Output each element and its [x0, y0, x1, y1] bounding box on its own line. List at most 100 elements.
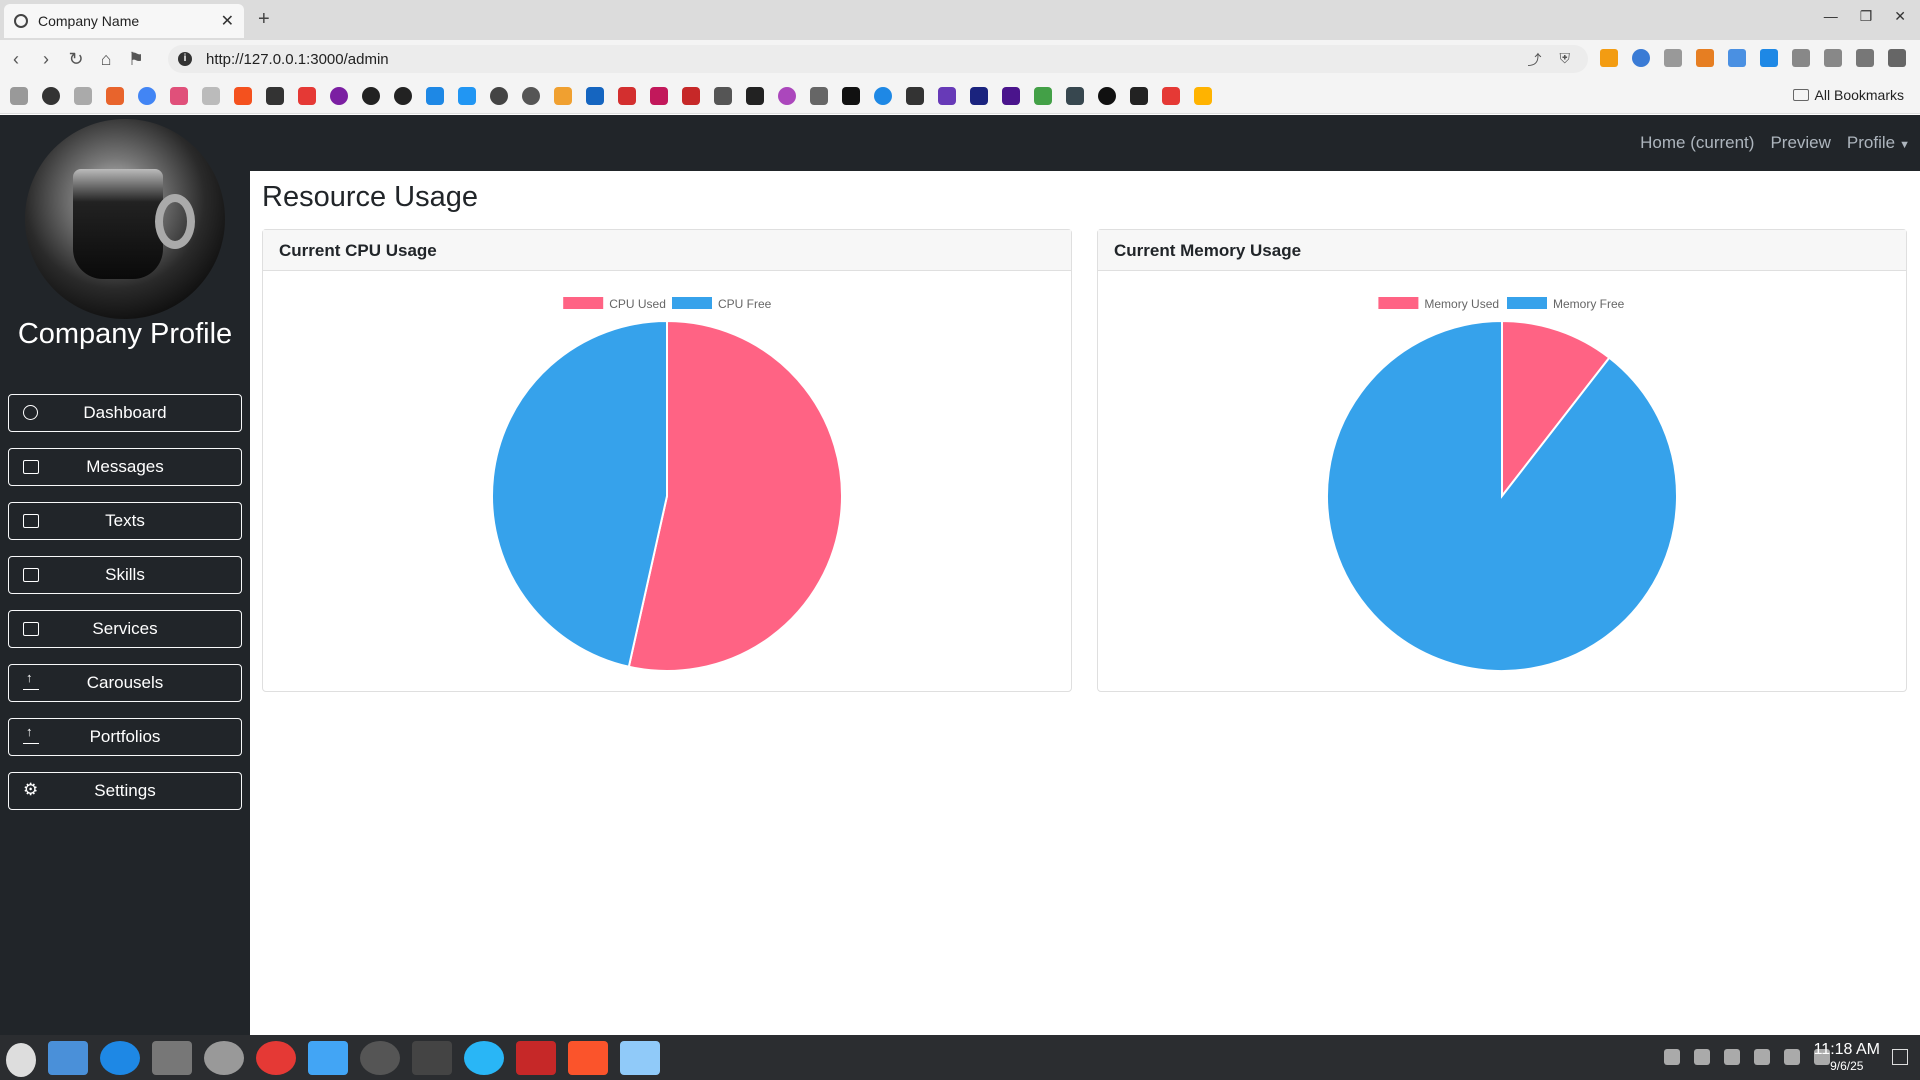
legend-label[interactable]: Memory Used — [1424, 297, 1499, 311]
nav-home-link[interactable]: Home (current) — [1640, 133, 1755, 152]
menu-icon[interactable] — [1888, 49, 1906, 67]
legend-label[interactable]: CPU Used — [609, 297, 666, 311]
keyboard-icon[interactable] — [1724, 1049, 1740, 1065]
bookmark-icon[interactable] — [1002, 87, 1020, 105]
bookmark-icon[interactable] — [522, 87, 540, 105]
app-icon[interactable] — [204, 1041, 244, 1075]
bookmark-icon[interactable]: ⚑ — [127, 48, 145, 69]
notifications-icon[interactable] — [1664, 1049, 1680, 1065]
sidebar-item-texts[interactable]: Texts — [8, 502, 242, 540]
terminal-icon[interactable] — [412, 1041, 452, 1075]
forward-icon[interactable]: › — [43, 48, 49, 69]
start-menu-icon[interactable] — [6, 1043, 36, 1077]
brave-icon[interactable] — [568, 1041, 608, 1075]
sidebar-item-skills[interactable]: Skills — [8, 556, 242, 594]
sidebar-toggle-icon[interactable] — [1856, 49, 1874, 67]
chevron-up-icon[interactable] — [1814, 1049, 1830, 1065]
bookmark-icon[interactable] — [746, 87, 764, 105]
pie-slice-cpu-free[interactable] — [491, 319, 668, 668]
brave-shield-icon[interactable]: ⛨ — [1559, 50, 1571, 66]
sidebar-item-dashboard[interactable]: Dashboard — [8, 394, 242, 432]
pie-slice-cpu-used[interactable] — [627, 319, 843, 672]
bookmark-icon[interactable] — [618, 87, 636, 105]
legend-label[interactable]: CPU Free — [718, 297, 772, 311]
pie-slice-memory-used[interactable] — [1501, 319, 1611, 499]
vk-extension-icon[interactable] — [1760, 49, 1778, 67]
bookmark-icon[interactable] — [778, 87, 796, 105]
browser-tab[interactable]: Company Name ✕ — [4, 4, 244, 38]
obs-icon[interactable] — [360, 1041, 400, 1075]
minimize-icon[interactable]: — — [1823, 8, 1838, 24]
bookmark-icon[interactable] — [1130, 87, 1148, 105]
site-info-icon[interactable]: i — [178, 52, 192, 66]
bookmark-icon[interactable] — [1162, 87, 1180, 105]
address-bar[interactable]: i http://127.0.0.1:3000/admin — [168, 45, 1588, 73]
github-icon[interactable] — [362, 87, 380, 105]
debian-icon[interactable] — [256, 1041, 296, 1075]
bookmark-icon[interactable] — [330, 87, 348, 105]
translate-extension-icon[interactable] — [1728, 49, 1746, 67]
sidebar-item-services[interactable]: Services — [8, 610, 242, 648]
maximize-icon[interactable]: ❐ — [1859, 8, 1873, 24]
sidebar-item-portfolios[interactable]: Portfolios — [8, 718, 242, 756]
volume-icon[interactable] — [1754, 1049, 1770, 1065]
bookmark-icon[interactable] — [586, 87, 604, 105]
bookmark-icon[interactable] — [266, 87, 284, 105]
openai-icon[interactable] — [490, 87, 508, 105]
bookmark-icon[interactable] — [234, 87, 252, 105]
bookmark-icon[interactable] — [682, 87, 700, 105]
apps-icon[interactable] — [10, 87, 28, 105]
bookmark-icon[interactable] — [426, 87, 444, 105]
sidebar-item-settings[interactable]: ⚙ Settings — [8, 772, 242, 810]
bookmark-icon[interactable] — [810, 87, 828, 105]
bookmark-icon[interactable] — [554, 87, 572, 105]
bookmark-icon[interactable] — [714, 87, 732, 105]
app-icon[interactable] — [464, 1041, 504, 1075]
clock[interactable]: 11:18 AM 9/6/25 — [1814, 1041, 1880, 1073]
pie-slice-memory-free[interactable] — [1326, 319, 1678, 672]
camera-extension-icon[interactable] — [1664, 49, 1682, 67]
bookmark-icon[interactable] — [42, 87, 60, 105]
bookmark-icon[interactable] — [842, 87, 860, 105]
bookmark-icon[interactable] — [1098, 87, 1116, 105]
back-icon[interactable]: ‹ — [13, 48, 19, 69]
google-icon[interactable] — [138, 87, 156, 105]
legend-label[interactable]: Memory Free — [1553, 297, 1625, 311]
bookmark-icon[interactable] — [170, 87, 188, 105]
new-tab-icon[interactable]: + — [258, 8, 270, 30]
b-extension-icon[interactable] — [1632, 49, 1650, 67]
youtube-icon[interactable] — [298, 87, 316, 105]
sidebar-item-messages[interactable]: Messages — [8, 448, 242, 486]
bookmark-icon[interactable] — [938, 87, 956, 105]
settings-app-icon[interactable] — [152, 1041, 192, 1075]
all-bookmarks[interactable]: All Bookmarks — [1792, 87, 1904, 103]
database-icon[interactable] — [308, 1041, 348, 1075]
raspberry-icon[interactable] — [650, 87, 668, 105]
share-icon[interactable]: ⤴ — [1527, 52, 1542, 68]
file-manager-icon[interactable] — [48, 1041, 88, 1075]
show-desktop-icon[interactable] — [1892, 1049, 1908, 1065]
bookmark-icon[interactable] — [106, 87, 124, 105]
bookmark-icon[interactable] — [458, 87, 476, 105]
app-icon[interactable] — [516, 1041, 556, 1075]
home-icon[interactable]: ⌂ — [100, 48, 112, 69]
bookmark-icon[interactable] — [1194, 87, 1212, 105]
legend-swatch[interactable] — [1507, 297, 1547, 309]
bookmark-icon[interactable] — [74, 87, 92, 105]
legend-swatch[interactable] — [672, 297, 712, 309]
legend-swatch[interactable] — [1378, 297, 1419, 309]
bookmark-icon[interactable] — [1034, 87, 1052, 105]
sidebar-item-carousels[interactable]: Carousels — [8, 664, 242, 702]
bookmark-icon[interactable] — [202, 87, 220, 105]
bookmark-icon[interactable] — [874, 87, 892, 105]
github-icon[interactable] — [394, 87, 412, 105]
puzzle-icon[interactable] — [1792, 49, 1810, 67]
app-icon[interactable] — [620, 1041, 660, 1075]
close-window-icon[interactable]: ✕ — [1894, 8, 1906, 24]
close-tab-icon[interactable]: ✕ — [220, 13, 234, 30]
wallet-icon[interactable] — [1824, 49, 1842, 67]
wifi-icon[interactable] — [1784, 1049, 1800, 1065]
nav-profile-dropdown[interactable]: Profile ▼ — [1847, 133, 1910, 153]
extension-icon[interactable] — [1696, 49, 1714, 67]
rss-extension-icon[interactable] — [1600, 49, 1618, 67]
